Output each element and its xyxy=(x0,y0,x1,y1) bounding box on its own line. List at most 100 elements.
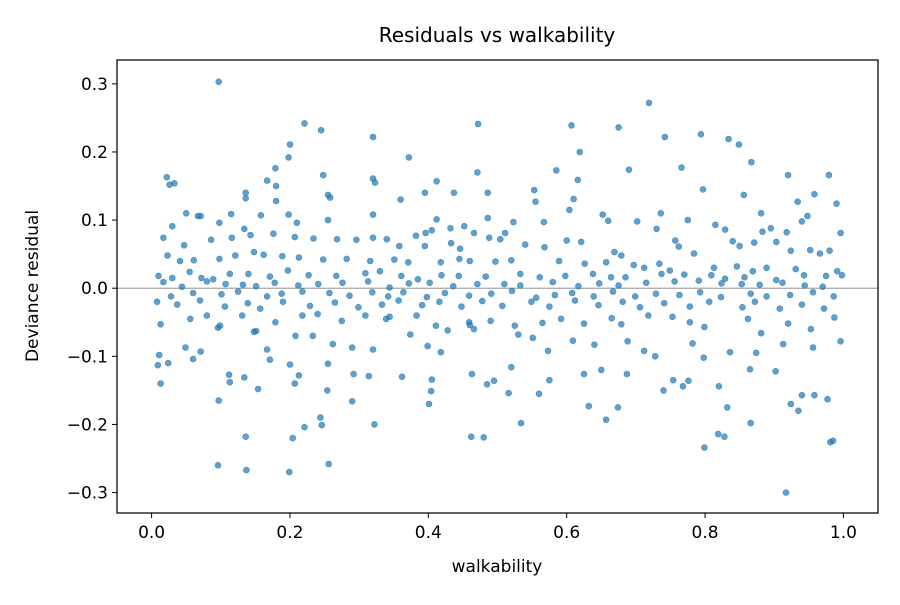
data-point-56 xyxy=(182,210,190,217)
data-point-371 xyxy=(746,365,754,373)
data-point-311 xyxy=(701,323,708,331)
data-point-189 xyxy=(838,271,846,279)
data-point-251 xyxy=(809,288,817,296)
data-point-400 xyxy=(795,407,802,415)
data-point-232 xyxy=(400,288,407,296)
data-point-403 xyxy=(242,433,249,441)
data-point-138 xyxy=(404,258,412,266)
data-point-335 xyxy=(544,347,552,355)
data-point-199 xyxy=(339,279,346,287)
data-point-320 xyxy=(216,322,224,330)
data-point-368 xyxy=(679,382,687,390)
data-point-194 xyxy=(239,281,247,289)
data-point-174 xyxy=(482,273,490,280)
data-point-377 xyxy=(291,380,299,387)
data-point-298 xyxy=(432,322,440,330)
data-point-23 xyxy=(474,169,481,176)
data-point-236 xyxy=(487,290,495,298)
data-point-354 xyxy=(295,372,303,379)
data-point-318 xyxy=(182,344,189,351)
data-point-123 xyxy=(816,250,824,257)
data-point-169 xyxy=(376,267,384,275)
data-point-154 xyxy=(763,264,770,272)
data-point-401 xyxy=(824,395,831,403)
data-point-249 xyxy=(763,293,770,300)
data-point-398 xyxy=(701,444,708,451)
data-point-115 xyxy=(611,248,618,256)
data-point-387 xyxy=(685,377,692,385)
data-point-128 xyxy=(216,255,223,263)
data-point-83 xyxy=(501,229,509,237)
data-point-52 xyxy=(566,206,573,214)
y-tick-label-0: −0.3 xyxy=(67,484,108,504)
data-point-114 xyxy=(541,244,548,251)
data-point-238 xyxy=(532,294,540,302)
data-point-342 xyxy=(726,348,734,356)
data-point-364 xyxy=(580,370,588,378)
data-point-139 xyxy=(437,258,445,266)
data-point-91 xyxy=(428,227,436,234)
data-point-113 xyxy=(521,241,529,248)
data-point-285 xyxy=(187,315,194,323)
data-point-275 xyxy=(636,303,644,311)
data-point-247 xyxy=(717,293,725,301)
data-point-5 xyxy=(615,124,622,131)
data-point-61 xyxy=(324,216,332,224)
data-point-211 xyxy=(615,282,622,289)
data-point-32 xyxy=(171,180,178,187)
data-point-233 xyxy=(423,293,431,301)
data-point-18 xyxy=(272,165,279,172)
data-point-394 xyxy=(371,421,378,428)
data-point-4 xyxy=(568,122,575,129)
y-axis-label: Deviance residual xyxy=(23,210,43,362)
data-point-198 xyxy=(314,280,322,288)
data-point-12 xyxy=(286,141,294,148)
data-point-180 xyxy=(622,273,629,281)
data-point-360 xyxy=(468,370,476,378)
data-point-147 xyxy=(630,261,638,269)
data-point-220 xyxy=(819,283,827,291)
data-point-88 xyxy=(837,229,844,237)
data-point-402 xyxy=(301,423,308,431)
y-axis-ticks: −0.3 −0.2 −0.1 0.0 0.1 0.2 0.3 xyxy=(67,75,117,504)
data-point-266 xyxy=(436,298,443,306)
chart-title: Residuals vs walkability xyxy=(379,23,616,47)
data-point-13 xyxy=(576,148,584,156)
data-point-415 xyxy=(782,489,790,496)
data-point-142 xyxy=(492,258,499,265)
data-point-239 xyxy=(551,291,559,299)
data-point-177 xyxy=(561,272,569,280)
data-point-158 xyxy=(169,274,176,282)
data-point-171 xyxy=(414,275,422,283)
data-point-101 xyxy=(228,234,236,242)
data-point-241 xyxy=(590,293,598,300)
data-point-313 xyxy=(757,329,765,337)
data-point-351 xyxy=(241,374,248,381)
data-point-159 xyxy=(186,268,193,276)
data-point-75 xyxy=(197,212,204,220)
data-point-37 xyxy=(484,189,492,197)
data-point-192 xyxy=(203,278,211,285)
data-point-209 xyxy=(575,282,582,290)
data-point-33 xyxy=(272,182,280,190)
data-point-414 xyxy=(285,468,293,476)
data-point-312 xyxy=(744,315,752,323)
data-point-68 xyxy=(798,218,806,225)
data-point-99 xyxy=(180,242,188,249)
data-point-257 xyxy=(244,299,252,307)
points-layer xyxy=(153,78,846,496)
y-tick-label-6: 0.3 xyxy=(81,75,108,95)
data-point-216 xyxy=(738,280,746,288)
data-point-133 xyxy=(295,254,303,261)
data-point-323 xyxy=(292,332,299,340)
data-point-11 xyxy=(735,141,743,148)
data-point-391 xyxy=(215,397,222,404)
data-point-137 xyxy=(391,256,398,263)
data-point-253 xyxy=(153,298,161,306)
data-point-405 xyxy=(480,434,488,441)
data-point-242 xyxy=(609,288,617,295)
data-point-30 xyxy=(371,179,379,186)
data-point-82 xyxy=(470,229,478,237)
data-point-130 xyxy=(250,248,258,256)
data-point-297 xyxy=(413,312,420,319)
